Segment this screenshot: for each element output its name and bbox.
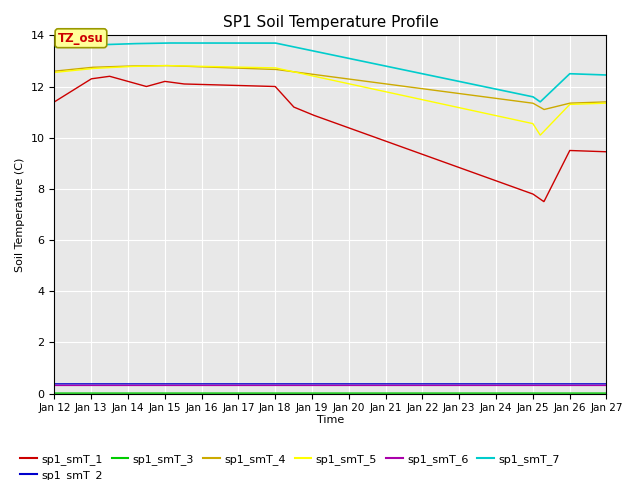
- sp1_smT_7: [486, 85, 493, 91]
- Line: sp1_smT_1: sp1_smT_1: [54, 76, 607, 202]
- sp1_smT_5: [305, 72, 312, 78]
- sp1_smT_1: [587, 148, 595, 154]
- sp1_smT_5: [587, 101, 595, 107]
- sp1_smT_3: [79, 390, 86, 396]
- sp1_smT_5: [51, 70, 58, 75]
- Y-axis label: Soil Temperature (C): Soil Temperature (C): [15, 157, 25, 272]
- sp1_smT_4: [603, 99, 611, 105]
- sp1_smT_5: [486, 111, 493, 117]
- sp1_smT_3: [586, 390, 594, 396]
- sp1_smT_2: [79, 381, 86, 387]
- sp1_smT_1: [603, 149, 611, 155]
- sp1_smT_7: [319, 50, 327, 56]
- sp1_smT_2: [485, 381, 493, 387]
- sp1_smT_2: [319, 381, 326, 387]
- sp1_smT_5: [536, 132, 544, 138]
- sp1_smT_7: [161, 40, 169, 46]
- sp1_smT_1: [51, 99, 58, 105]
- sp1_smT_7: [536, 99, 544, 105]
- sp1_smT_1: [305, 110, 312, 116]
- sp1_smT_5: [603, 100, 611, 106]
- sp1_smT_1: [540, 199, 548, 204]
- Text: TZ_osu: TZ_osu: [58, 32, 104, 45]
- X-axis label: Time: Time: [317, 415, 344, 425]
- sp1_smT_7: [305, 47, 312, 53]
- sp1_smT_7: [587, 72, 595, 77]
- sp1_smT_6: [586, 383, 594, 388]
- Line: sp1_smT_7: sp1_smT_7: [54, 43, 607, 102]
- sp1_smT_2: [305, 381, 312, 387]
- sp1_smT_5: [161, 63, 169, 69]
- sp1_smT_6: [603, 383, 611, 388]
- sp1_smT_2: [587, 381, 595, 387]
- Line: sp1_smT_5: sp1_smT_5: [54, 66, 607, 135]
- sp1_smT_3: [51, 390, 58, 396]
- Line: sp1_smT_4: sp1_smT_4: [54, 66, 607, 109]
- sp1_smT_1: [79, 82, 86, 87]
- sp1_smT_7: [51, 44, 58, 50]
- sp1_smT_6: [587, 383, 595, 388]
- sp1_smT_4: [79, 65, 86, 71]
- sp1_smT_3: [485, 390, 493, 396]
- sp1_smT_4: [486, 95, 493, 100]
- sp1_smT_1: [106, 73, 113, 79]
- sp1_smT_4: [587, 99, 595, 105]
- sp1_smT_1: [486, 176, 493, 181]
- sp1_smT_2: [603, 381, 611, 387]
- sp1_smT_7: [79, 43, 86, 48]
- Legend: sp1_smT_1, sp1_smT_2, sp1_smT_3, sp1_smT_4, sp1_smT_5, sp1_smT_6, sp1_smT_7: sp1_smT_1, sp1_smT_2, sp1_smT_3, sp1_smT…: [16, 449, 564, 480]
- sp1_smT_5: [79, 67, 86, 72]
- sp1_smT_6: [485, 383, 493, 388]
- sp1_smT_4: [540, 107, 548, 112]
- sp1_smT_6: [51, 383, 58, 388]
- sp1_smT_1: [319, 116, 327, 121]
- sp1_smT_3: [587, 390, 595, 396]
- sp1_smT_4: [161, 63, 169, 69]
- sp1_smT_2: [586, 381, 594, 387]
- sp1_smT_4: [587, 99, 595, 105]
- sp1_smT_4: [319, 73, 327, 79]
- sp1_smT_3: [603, 390, 611, 396]
- sp1_smT_4: [51, 68, 58, 74]
- sp1_smT_3: [319, 390, 326, 396]
- sp1_smT_6: [319, 383, 326, 388]
- sp1_smT_7: [603, 72, 611, 78]
- sp1_smT_7: [587, 72, 595, 77]
- sp1_smT_4: [305, 71, 312, 77]
- sp1_smT_6: [305, 383, 312, 388]
- sp1_smT_5: [319, 75, 327, 81]
- sp1_smT_5: [587, 101, 595, 107]
- sp1_smT_1: [587, 148, 595, 154]
- sp1_smT_2: [51, 381, 58, 387]
- sp1_smT_3: [305, 390, 312, 396]
- Title: SP1 Soil Temperature Profile: SP1 Soil Temperature Profile: [223, 15, 438, 30]
- sp1_smT_6: [79, 383, 86, 388]
